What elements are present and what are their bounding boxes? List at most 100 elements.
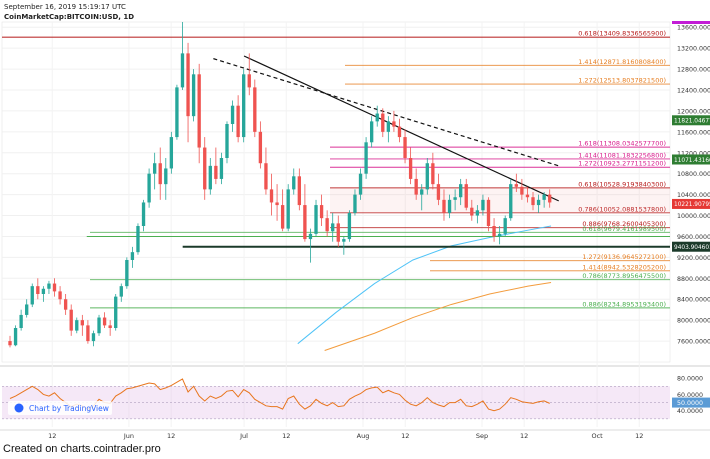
candle[interactable] (475, 205, 480, 224)
candle[interactable] (347, 210, 352, 242)
candle[interactable] (180, 22, 185, 90)
candle[interactable] (247, 53, 251, 96)
candle[interactable] (414, 168, 418, 200)
candle[interactable] (114, 294, 118, 331)
candle[interactable] (30, 283, 34, 308)
candle[interactable] (386, 116, 391, 143)
candle[interactable] (13, 325, 18, 347)
candle[interactable] (470, 199, 474, 221)
candle[interactable] (536, 194, 541, 213)
candle[interactable] (258, 121, 263, 169)
candle[interactable] (253, 79, 257, 138)
candle[interactable] (492, 218, 496, 242)
candle[interactable] (292, 168, 296, 195)
candle[interactable] (280, 189, 285, 232)
candle[interactable] (308, 228, 313, 263)
candle[interactable] (464, 178, 468, 211)
candle[interactable] (364, 137, 368, 179)
candle[interactable] (336, 215, 340, 247)
candle[interactable] (269, 173, 274, 216)
candle[interactable] (353, 189, 357, 216)
candle[interactable] (548, 189, 552, 208)
candle[interactable] (314, 199, 318, 237)
candle[interactable] (369, 116, 374, 148)
candle[interactable] (497, 226, 502, 245)
candle[interactable] (102, 312, 107, 328)
candle[interactable] (119, 283, 123, 302)
candle[interactable] (214, 147, 218, 185)
candle[interactable] (342, 236, 346, 255)
candle[interactable] (236, 95, 240, 143)
candle[interactable] (459, 178, 463, 206)
candle[interactable] (69, 304, 73, 336)
candle[interactable] (158, 147, 162, 200)
candle[interactable] (36, 278, 40, 300)
candle[interactable] (286, 184, 290, 232)
candle[interactable] (19, 309, 23, 331)
candle[interactable] (442, 189, 446, 221)
candle[interactable] (325, 210, 329, 237)
candle[interactable] (420, 184, 424, 211)
candle[interactable] (319, 194, 324, 226)
candle[interactable] (91, 330, 96, 347)
candle[interactable] (520, 178, 524, 200)
candle[interactable] (47, 280, 51, 294)
candle[interactable] (503, 215, 507, 237)
candle[interactable] (331, 212, 335, 242)
candle[interactable] (303, 184, 307, 242)
candle[interactable] (80, 314, 85, 336)
candle[interactable] (108, 320, 112, 336)
candle[interactable] (141, 199, 146, 232)
candle[interactable] (509, 178, 513, 221)
candle[interactable] (381, 108, 385, 138)
candle[interactable] (486, 197, 491, 232)
candle[interactable] (152, 152, 157, 190)
candle[interactable] (525, 186, 530, 203)
candle[interactable] (97, 314, 101, 336)
candle[interactable] (25, 299, 29, 318)
candle[interactable] (264, 147, 268, 195)
candle[interactable] (436, 173, 441, 206)
candlesticks[interactable] (8, 22, 552, 348)
candle[interactable] (219, 152, 224, 185)
candle[interactable] (52, 278, 57, 297)
candle[interactable] (358, 168, 363, 200)
candle[interactable] (447, 194, 452, 219)
candle[interactable] (453, 189, 457, 211)
candle[interactable] (408, 147, 413, 185)
candle[interactable] (297, 168, 301, 211)
candle[interactable] (186, 42, 190, 143)
candle[interactable] (514, 173, 518, 192)
candle[interactable] (164, 158, 168, 200)
candle[interactable] (58, 286, 62, 305)
candle[interactable] (397, 118, 402, 143)
candle[interactable] (75, 317, 79, 334)
candle[interactable] (147, 168, 151, 208)
candle[interactable] (275, 184, 279, 221)
candle[interactable] (230, 100, 235, 132)
candle[interactable] (392, 110, 396, 132)
candle[interactable] (169, 131, 174, 174)
candle[interactable] (41, 286, 46, 302)
candle[interactable] (197, 63, 201, 164)
candle[interactable] (63, 294, 68, 315)
candle[interactable] (531, 192, 535, 211)
candle[interactable] (375, 105, 379, 127)
candle[interactable] (481, 194, 485, 216)
candle[interactable] (431, 152, 435, 190)
candle[interactable] (208, 158, 212, 195)
candle[interactable] (425, 158, 429, 195)
candle[interactable] (403, 129, 407, 164)
candle[interactable] (175, 84, 179, 140)
candle[interactable] (125, 257, 129, 289)
candle[interactable] (86, 320, 90, 344)
candle[interactable] (8, 335, 12, 348)
candle[interactable] (130, 246, 135, 268)
candle[interactable] (203, 137, 207, 200)
candle[interactable] (242, 69, 246, 143)
candle[interactable] (136, 223, 140, 255)
candle[interactable] (191, 69, 196, 122)
candle[interactable] (225, 121, 229, 164)
candle[interactable] (542, 192, 546, 208)
